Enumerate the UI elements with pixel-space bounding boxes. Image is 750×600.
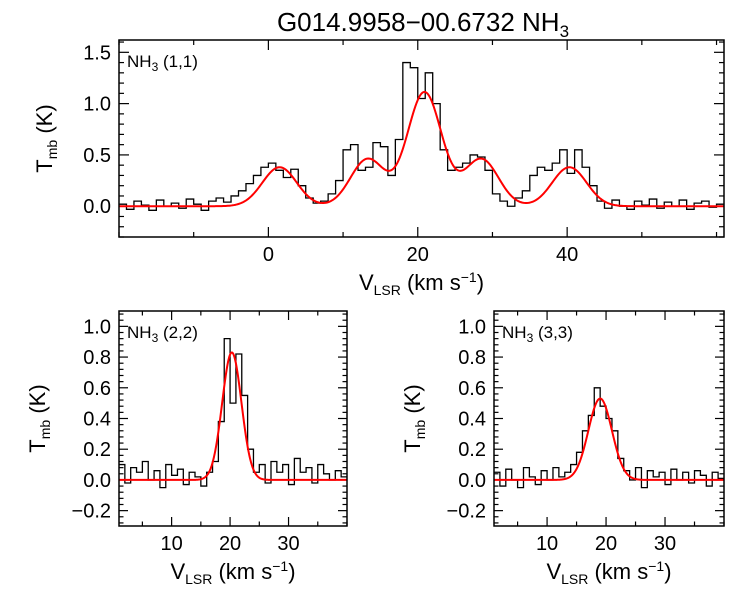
x-tick-label: 10: [536, 533, 558, 555]
plot-frame: [493, 310, 725, 527]
x-axis-label: VLSR (km s−1): [359, 269, 484, 298]
figure-title: G014.9958−00.6732 NH3: [277, 7, 569, 41]
observed-spectrum-line: [494, 387, 724, 489]
panel-nh3-33: 10 20 30 −0.2 0.0 0.2 0.4 0.6 0.8 1.0 VLSR (km s−1…: [400, 310, 725, 587]
figure-title-main: G014.9958−00.6732 NH: [277, 7, 560, 37]
y-tick-label: 0.2: [458, 439, 486, 461]
observed-spectrum-line: [119, 337, 347, 489]
x-axis-label: VLSR (km s−1): [170, 558, 295, 587]
y-tick-label: 0.4: [458, 409, 486, 431]
y-tick-label: 0.6: [83, 378, 111, 400]
observed-spectrum-line: [119, 61, 724, 211]
panel-nh3-11: 0 20 40 0.0 0.5 1.0 1.5 VLSR (km s−1) Tmb (K) NH3…: [32, 39, 725, 298]
y-tick-label: −0.2: [447, 501, 486, 523]
x-tick-label: 0: [263, 244, 274, 266]
y-tick-label: 0.6: [458, 378, 486, 400]
x-tick-label: 10: [160, 533, 182, 555]
y-tick-label: 1.0: [458, 316, 486, 338]
y-tick-label: 1.0: [83, 316, 111, 338]
y-tick-label: −0.2: [72, 501, 111, 523]
y-tick-label: 1.5: [83, 42, 111, 64]
x-tick-label: 20: [407, 244, 429, 266]
plot-frame: [118, 310, 348, 527]
fit-curve: [119, 351, 347, 481]
panel-label: NH3 (1,1): [127, 52, 198, 74]
plot-frame: [118, 39, 725, 238]
fit-curve: [119, 90, 724, 208]
x-tick-label: 30: [654, 533, 676, 555]
x-tick-label: 20: [219, 533, 241, 555]
y-tick-label: 0.5: [83, 145, 111, 167]
fit-curve: [494, 397, 724, 481]
x-axis-label: VLSR (km s−1): [546, 558, 671, 587]
y-tick-label: 0.2: [83, 439, 111, 461]
y-tick-label: 0.0: [83, 470, 111, 492]
y-axis-label: Tmb (K): [25, 384, 53, 452]
y-axis-label: Tmb (K): [400, 384, 428, 452]
y-tick-label: 0.8: [83, 347, 111, 369]
panel-nh3-22: 10 20 30 −0.2 0.0 0.2 0.4 0.6 0.8 1.0 VLSR (km s−1…: [25, 310, 348, 587]
y-tick-label: 0.4: [83, 409, 111, 431]
panel-label: NH3 (2,2): [127, 323, 198, 345]
y-tick-label: 0.0: [83, 196, 111, 218]
x-tick-label: 30: [277, 533, 299, 555]
x-tick-label: 20: [595, 533, 617, 555]
x-tick-label: 40: [556, 244, 578, 266]
y-tick-label: 0.0: [458, 470, 486, 492]
panel-label: NH3 (3,3): [502, 323, 573, 345]
figure-title-subscript: 3: [560, 22, 569, 41]
y-axis-label: Tmb (K): [32, 104, 60, 172]
y-tick-label: 1.0: [83, 94, 111, 116]
y-tick-label: 0.8: [458, 347, 486, 369]
